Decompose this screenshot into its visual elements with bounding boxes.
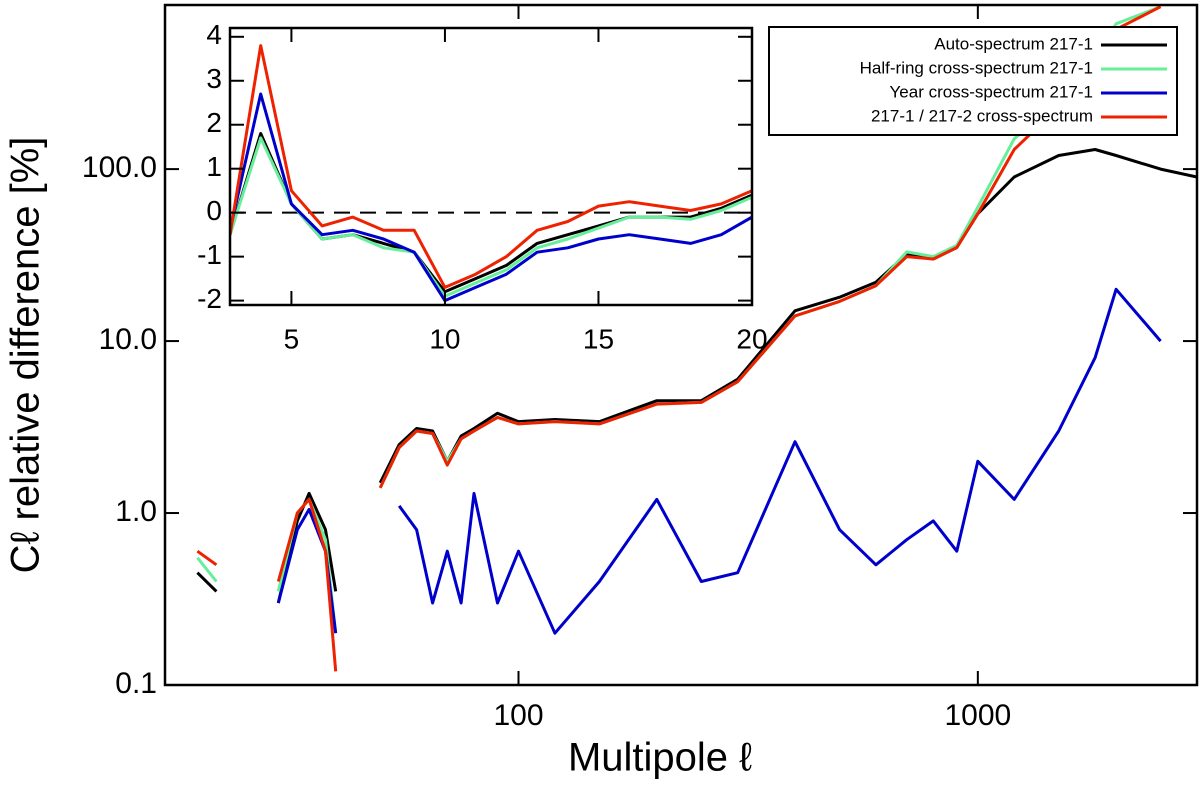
- series-line: [230, 136, 752, 298]
- series-line: [230, 44, 752, 289]
- x-tick-label: 100: [493, 699, 543, 732]
- x-tick-label: 1000: [944, 699, 1011, 732]
- y-axis-label: Cℓ relative difference [%]: [4, 137, 48, 574]
- plot-frame: [228, 26, 754, 307]
- x-tick-label: 20: [736, 323, 767, 354]
- legend-label: Half-ring cross-spectrum 217-1: [860, 58, 1093, 77]
- plot-lines: [230, 44, 752, 303]
- series-line: [276, 287, 1162, 635]
- x-tick-label: 15: [583, 323, 614, 354]
- plot-lines: [196, 5, 1197, 672]
- x-tick-label: 10: [429, 323, 460, 354]
- x-axis-label: Multipole ℓ: [568, 736, 752, 780]
- legend-label: Year cross-spectrum 217-1: [890, 82, 1093, 101]
- legend-label: 217-1 / 217-2 cross-spectrum: [871, 106, 1093, 125]
- plot-frame: [163, 3, 1199, 687]
- series-line: [230, 92, 752, 303]
- y-tick-label: 1.0: [115, 495, 157, 528]
- y-tick-label: 10.0: [99, 323, 157, 356]
- y-tick-label: 4: [206, 19, 222, 50]
- inset-background: [230, 28, 752, 305]
- y-tick-label: -1: [197, 239, 222, 270]
- y-tick-label: -2: [197, 283, 222, 314]
- series-line: [196, 5, 1162, 672]
- y-tick-label: 3: [206, 63, 222, 94]
- y-tick-label: 1: [206, 151, 222, 182]
- legend-label: Auto-spectrum 217-1: [934, 34, 1093, 53]
- y-tick-label: 2: [206, 107, 222, 138]
- y-tick-label: 0.1: [115, 667, 157, 700]
- x-tick-label: 5: [284, 323, 300, 354]
- y-tick-label: 0: [206, 195, 222, 226]
- y-tick-label: 100.0: [82, 151, 157, 184]
